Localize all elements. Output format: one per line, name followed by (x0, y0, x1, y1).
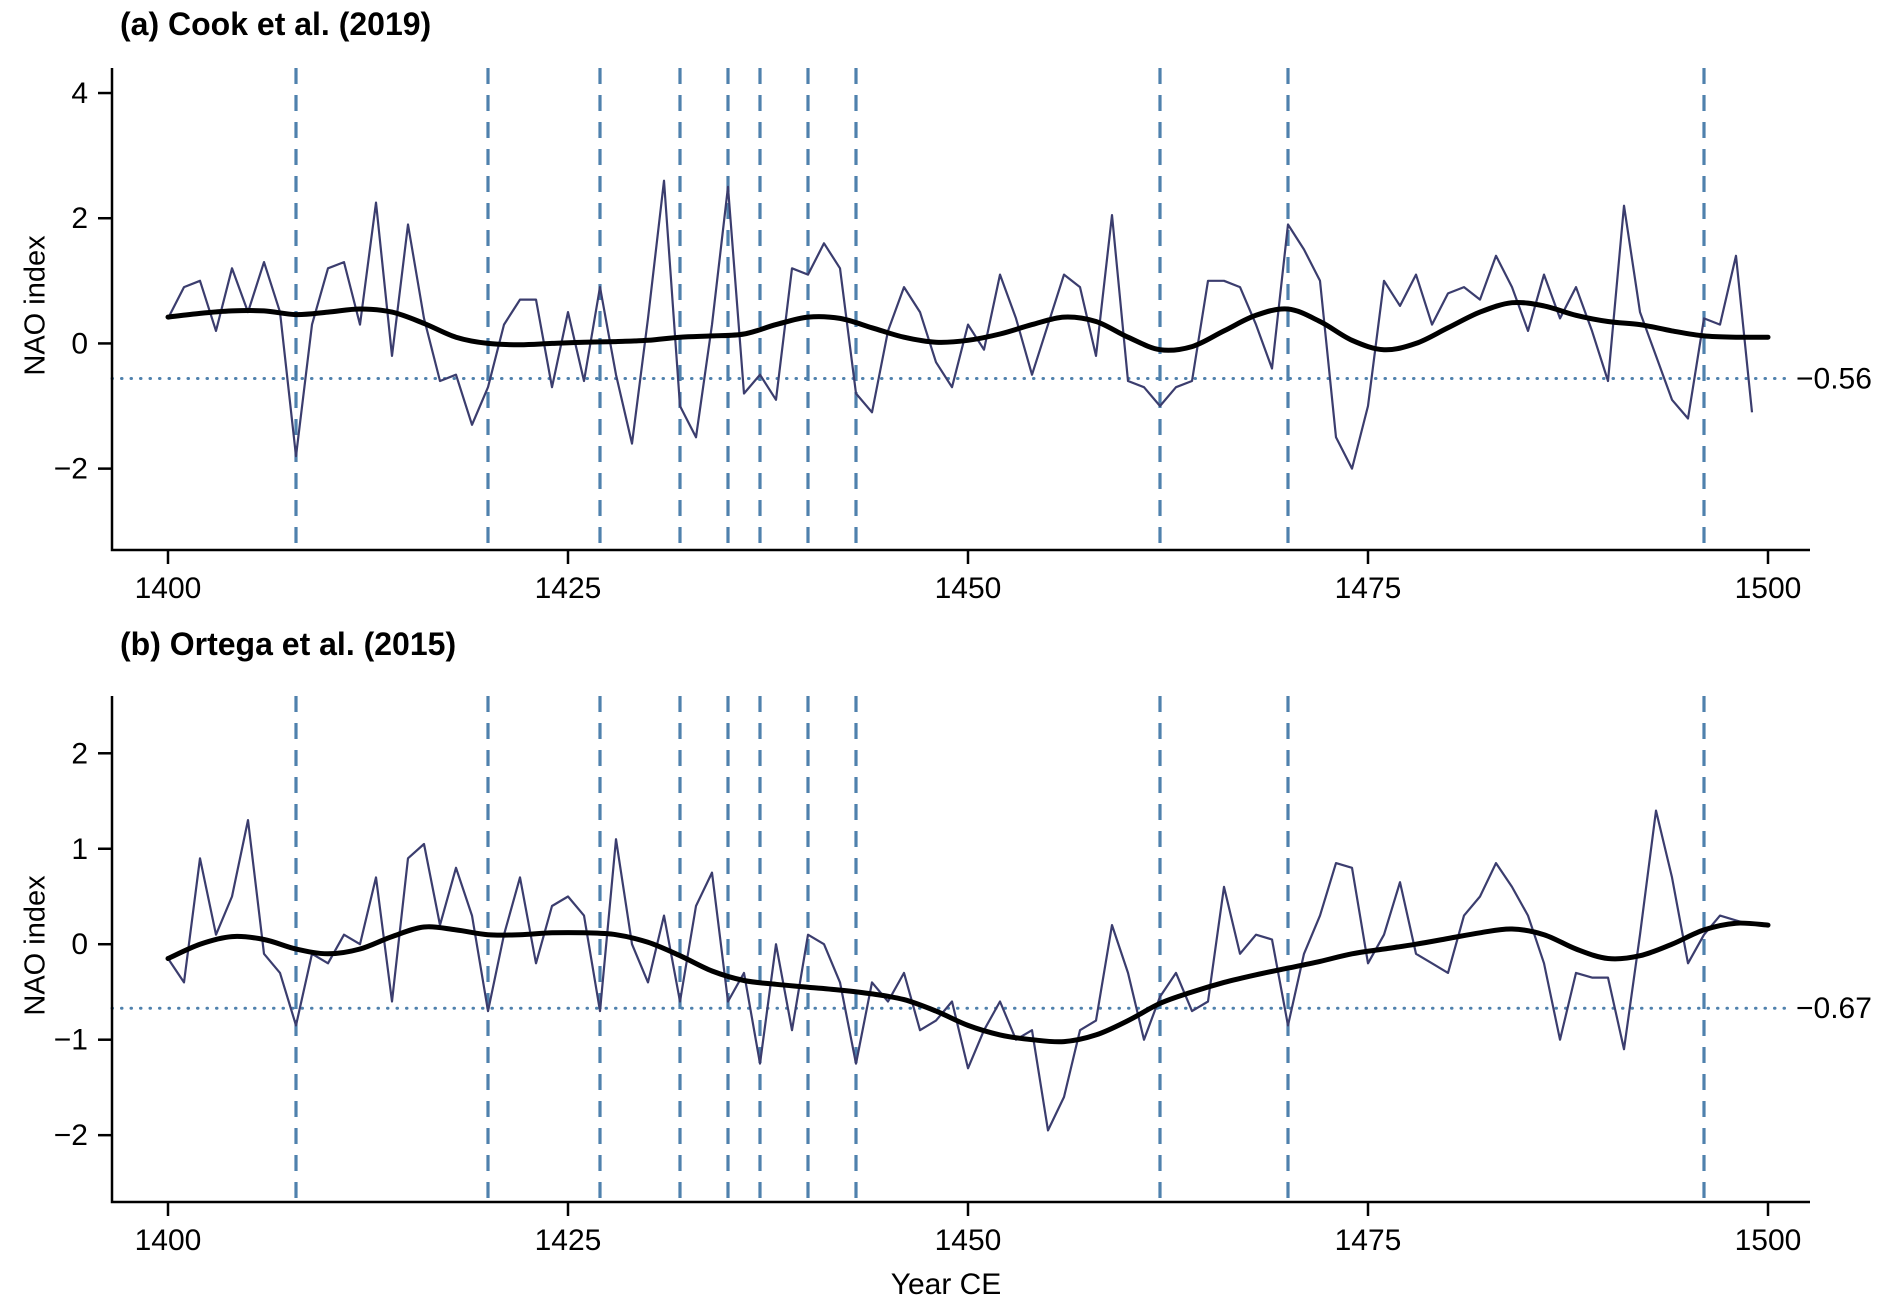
y-tick-label: −2 (54, 1119, 88, 1152)
y-tick-label: 1 (71, 833, 88, 866)
y-tick-label: −1 (54, 1024, 88, 1057)
y-tick-label: 4 (71, 77, 88, 110)
y-tick-label: 2 (71, 737, 88, 770)
x-tick-label: 1425 (535, 572, 602, 605)
x-tick-label: 1500 (1735, 1224, 1802, 1257)
x-tick-label: 1475 (1335, 1224, 1402, 1257)
x-tick-label: 1500 (1735, 572, 1802, 605)
panel-b-chart: −0.67 2 1 0 −1 −2 1400 1425 1450 1475 1500 (54, 696, 1872, 1257)
x-tick-label: 1400 (135, 1224, 202, 1257)
x-tick-label: 1425 (535, 1224, 602, 1257)
panel-b-title: (b) Ortega et al. (2015) (120, 626, 457, 662)
annual-line (167, 809, 1753, 1132)
y-tick-label: 0 (71, 327, 88, 360)
panel-a-chart: −0.56 4 2 0 −2 1400 1425 1450 1475 1500 (54, 68, 1872, 605)
x-tick-label: 1450 (935, 1224, 1002, 1257)
smoothed-line (165, 299, 1771, 353)
x-tick-label: 1450 (935, 572, 1002, 605)
x-axis-label: Year CE (890, 1268, 1002, 1301)
y-tick-label: −2 (54, 453, 88, 486)
x-tick-label: 1400 (135, 572, 202, 605)
threshold-label: −0.56 (1796, 362, 1872, 395)
smoothed-line (165, 920, 1771, 1045)
x-tick-label: 1475 (1335, 572, 1402, 605)
threshold-label: −0.67 (1796, 992, 1872, 1025)
y-tick-label: 0 (71, 928, 88, 961)
annual-line (167, 179, 1754, 470)
axes-spines (110, 696, 1810, 1204)
axes-spines (110, 68, 1810, 552)
panel-a-title: (a) Cook et al. (2019) (120, 6, 432, 42)
y-tick-label: 2 (71, 202, 88, 235)
